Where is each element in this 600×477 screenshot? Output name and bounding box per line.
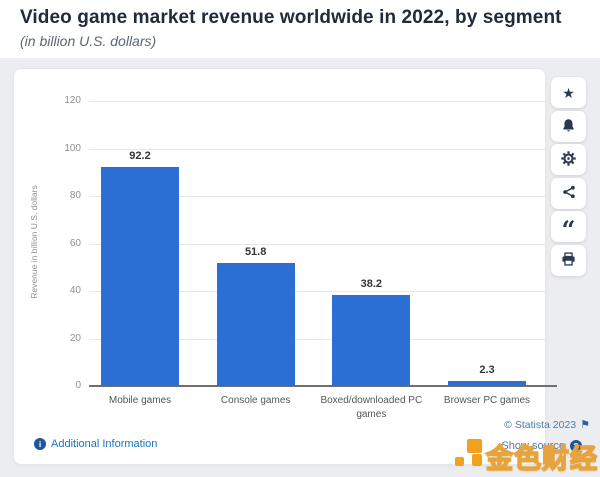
additional-information-label: Additional Information [51,438,158,450]
quote-icon: “ [561,214,576,244]
chart-card: Revenue in billion U.S. dollars 0 20 40 60 8… [13,68,557,465]
jinse-finance-watermark: 金色财经 [453,437,598,476]
print-button[interactable] [551,244,586,276]
jinse-logo-icon [453,439,483,469]
favorite-button[interactable]: ★ [551,77,586,108]
page-subtitle: (in billion U.S. dollars) [20,33,157,49]
share-button[interactable] [551,177,586,209]
x-category-label: Browser PC games [443,395,531,406]
gridline [89,243,545,245]
citation-button[interactable]: “ [551,211,586,242]
y-tick-label: 120 [64,95,81,106]
bar[interactable] [332,295,411,386]
copyright-text: © Statista 2023 [504,418,577,431]
y-tick-label: 40 [69,285,81,296]
gridline [89,338,545,340]
share-icon [562,185,576,201]
copyright-notice: © Statista 2023 ⚑ [504,418,590,432]
bar-value-label: 92.2 [129,150,151,163]
x-category-label: Console games [220,395,291,406]
star-icon: ★ [562,84,575,101]
flag-icon: ⚑ [580,419,590,431]
gridline [89,148,545,150]
bar-value-label: 51.8 [244,245,267,258]
bar-value-label: 38.2 [360,278,383,291]
bar[interactable] [448,380,526,386]
print-icon [561,251,576,269]
bar[interactable] [216,262,295,386]
settings-button[interactable] [551,144,586,175]
show-source-label: Show source [501,440,565,452]
gridline [89,101,545,102]
bell-icon [561,118,576,135]
bar-value-label: 2.3 [479,363,495,376]
info-icon: i [34,438,46,450]
bar[interactable] [101,167,179,386]
watermark-text: 金色财经 [485,443,598,476]
page-title: Video game market revenue worldwide in 2… [20,7,562,28]
y-tick-label: 80 [69,190,81,201]
gridline [89,291,545,292]
x-axis-line [89,385,557,387]
y-tick-label: 60 [69,237,81,249]
gear-icon [561,151,576,168]
chart-toolbar: ★ “ [551,77,587,278]
y-tick-label: 100 [64,142,81,154]
y-tick-label: 0 [75,380,81,391]
question-icon: ? [570,440,582,452]
notifications-button[interactable] [551,110,586,142]
x-category-label: Mobile games [108,395,172,406]
show-source-link[interactable]: Show source ? [501,440,582,452]
y-axis-title: Revenue in billion U.S. dollars [29,185,39,299]
additional-information-link[interactable]: i Additional Information [34,438,157,450]
y-tick-label: 20 [69,332,81,344]
x-category-label: Boxed/downloaded PC games [320,395,423,420]
gridline [89,196,545,197]
